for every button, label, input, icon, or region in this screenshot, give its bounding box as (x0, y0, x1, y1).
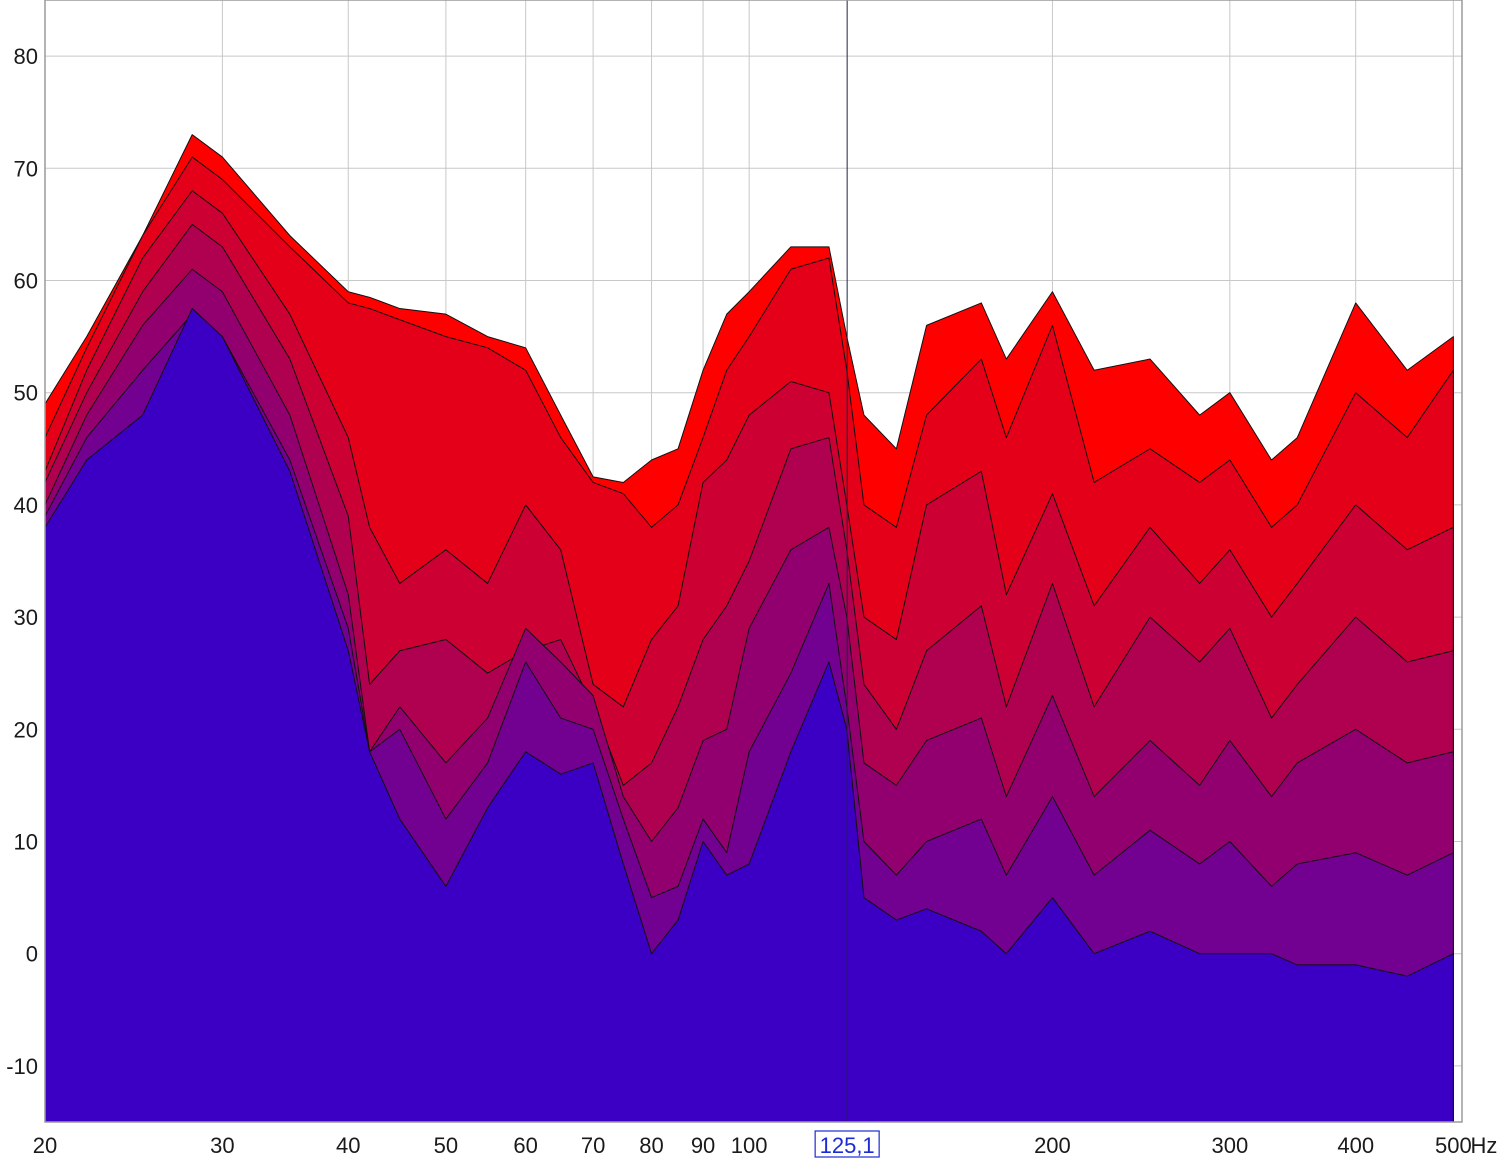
x-tick-label: 20 (33, 1133, 57, 1158)
y-tick-label: 70 (14, 156, 38, 181)
cursor-readout-label: 125,1 (820, 1133, 875, 1158)
y-tick-label: -10 (6, 1054, 38, 1079)
x-tick-label: 90 (691, 1133, 715, 1158)
y-tick-label: 20 (14, 717, 38, 742)
x-tick-label: 30 (210, 1133, 234, 1158)
x-tick-label: 200 (1034, 1133, 1071, 1158)
x-tick-label: 100 (731, 1133, 768, 1158)
y-tick-label: 0 (26, 942, 38, 967)
x-tick-label: 50 (434, 1133, 458, 1158)
y-tick-label: 60 (14, 269, 38, 294)
y-tick-label: 30 (14, 605, 38, 630)
plot-frame (44, 0, 1463, 1123)
y-tick-label: 10 (14, 830, 38, 855)
y-tick-label: 40 (14, 493, 38, 518)
cursor-readout-box (814, 1130, 880, 1158)
y-tick-label: 80 (14, 44, 38, 69)
x-tick-label: 80 (639, 1133, 663, 1158)
x-tick-label: 300 (1211, 1133, 1248, 1158)
x-tick-label: 60 (513, 1133, 537, 1158)
x-tick-label: 70 (581, 1133, 605, 1158)
x-tick-label: 400 (1337, 1133, 1374, 1158)
y-axis-ticks: 80 70 60 50 40 30 20 10 0 -10 (6, 44, 38, 1079)
x-axis-unit: Hz (1471, 1133, 1498, 1158)
cursor[interactable]: 125,1 (814, 0, 880, 1158)
area-series (44, 134, 1454, 1123)
x-tick-label: 40 (336, 1133, 360, 1158)
x-tick-label: 500 (1435, 1133, 1472, 1158)
area-series-7 (44, 308, 1454, 1123)
y-tick-label: 50 (14, 381, 38, 406)
